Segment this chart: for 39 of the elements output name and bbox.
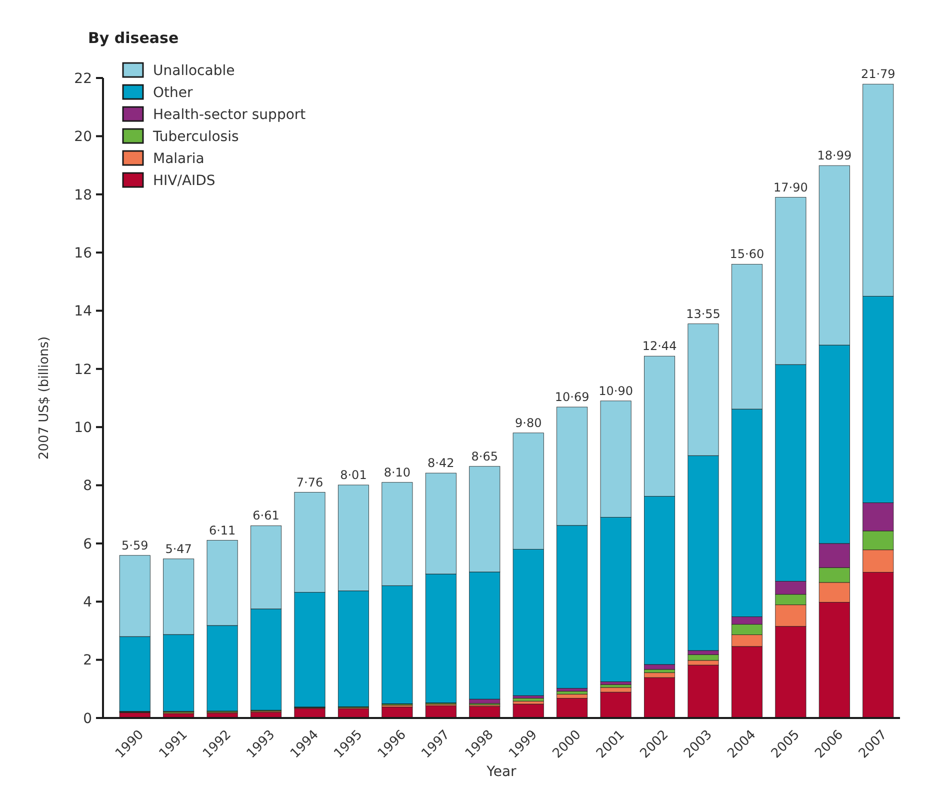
total-label: 21·79: [860, 67, 896, 82]
legend-label: Health-sector support: [153, 106, 306, 123]
y-tick-label: 22: [74, 70, 92, 87]
total-label: 8·42: [428, 456, 454, 470]
y-tick-label: 10: [74, 420, 92, 436]
y-tick-label: 6: [83, 536, 92, 552]
y-tick-label: 14: [74, 304, 92, 320]
total-label: 5·47: [165, 542, 192, 556]
legend-label: Tuberculosis: [152, 128, 239, 145]
total-label: 6·61: [252, 508, 280, 523]
total-label: 10·69: [554, 390, 590, 404]
total-label: 8·65: [471, 449, 498, 464]
legend-label: Unallocable: [153, 62, 235, 79]
y-tick-label: 4: [83, 594, 92, 611]
y-axis-title: 2007 US$ (billions): [37, 336, 52, 460]
total-label: 6·11: [208, 523, 236, 538]
total-label: 13·55: [686, 306, 720, 321]
legend-title: By disease: [88, 29, 179, 47]
total-label: 8·10: [384, 465, 411, 480]
legend-label: HIV/AIDS: [153, 172, 216, 189]
total-label: 5·59: [122, 538, 148, 552]
y-tick-label: 2: [83, 652, 92, 669]
total-label: 15·60: [730, 247, 764, 262]
total-label: 7·76: [296, 475, 324, 490]
total-label: 17·90: [774, 180, 808, 194]
y-tick-label: 18: [74, 187, 92, 204]
total-label: 12·44: [642, 339, 677, 354]
x-axis-title: Year: [486, 764, 517, 780]
total-label: 9·80: [515, 416, 542, 430]
y-tick-label: 0: [83, 710, 92, 727]
y-tick-label: 20: [74, 129, 92, 146]
total-label: 18·99: [817, 148, 852, 163]
y-tick-label: 12: [74, 362, 92, 378]
legend-label: Malaria: [153, 150, 204, 167]
y-tick-label: 8: [83, 478, 92, 494]
total-label: 10·90: [598, 384, 633, 398]
y-tick-label: 16: [74, 245, 92, 262]
legend-label: Other: [153, 84, 193, 101]
total-label: 8·01: [340, 468, 367, 482]
